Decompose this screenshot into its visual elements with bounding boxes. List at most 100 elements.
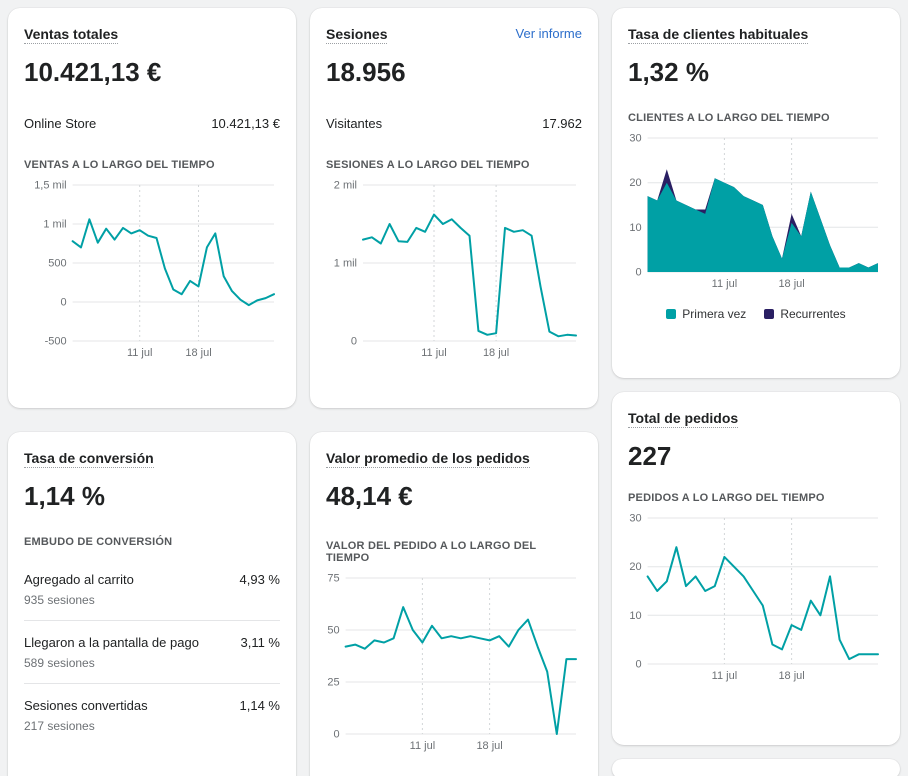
svg-text:18 jul: 18 jul	[778, 278, 804, 290]
conversion-funnel: Agregado al carrito 935 sesiones 4,93 % …	[24, 558, 280, 746]
customers-over-time-chart: 0 10 20 30 11 jul 18 jul	[628, 132, 884, 297]
conversion-rate-value: 1,14 %	[24, 481, 105, 511]
svg-text:10: 10	[629, 222, 641, 234]
sales-over-time-chart: -500 0 500 1 mil 1,5 mil 11 jul 18 jul	[24, 179, 280, 366]
aov-over-time-chart: 0 25 50 75 11 jul 18 jul	[326, 572, 582, 759]
sales-channel-label: Online Store	[24, 116, 97, 131]
column-middle: Sesiones Ver informe 18.956 Visitantes 1…	[310, 8, 598, 776]
total-orders-title-text[interactable]: Total de pedidos	[628, 410, 739, 428]
column-right: Tasa de clientes habituales 1,32 % CLIEN…	[612, 8, 900, 776]
total-orders-value: 227	[628, 441, 672, 471]
legend-item-primera-vez: Primera vez	[666, 307, 746, 321]
aov-title[interactable]: Valor promedio de los pedidos	[326, 448, 530, 468]
returning-rate-value: 1,32 %	[628, 57, 709, 87]
svg-text:11 jul: 11 jul	[712, 278, 737, 290]
conversion-funnel-heading: EMBUDO DE CONVERSIÓN	[24, 536, 173, 548]
sales-channel-row: Online Store 10.421,13 €	[24, 116, 280, 131]
card-returning-customer-rate: Tasa de clientes habituales 1,32 % CLIEN…	[612, 8, 900, 378]
svg-text:75: 75	[327, 573, 339, 585]
svg-text:500: 500	[48, 258, 66, 270]
total-sales-title-text[interactable]: Ventas totales	[24, 26, 119, 44]
legend-item-recurrentes: Recurrentes	[764, 307, 846, 321]
funnel-step-label: Sesiones convertidas	[24, 698, 148, 713]
svg-text:0: 0	[333, 729, 339, 741]
sessions-value: 18.956	[326, 57, 406, 87]
total-orders-title[interactable]: Total de pedidos	[628, 408, 739, 428]
returning-rate-title[interactable]: Tasa de clientes habituales	[628, 24, 809, 44]
sales-chart-heading: VENTAS A LO LARGO DEL TIEMPO	[24, 159, 215, 171]
svg-text:18 jul: 18 jul	[185, 347, 211, 359]
partial-card	[612, 759, 900, 776]
customers-chart-heading: CLIENTES A LO LARGO DEL TIEMPO	[628, 112, 830, 124]
sessions-over-time-chart: 0 1 mil 2 mil 11 jul 18 jul	[326, 179, 582, 366]
svg-text:11 jul: 11 jul	[127, 347, 152, 359]
svg-text:30: 30	[629, 513, 641, 525]
svg-text:0: 0	[635, 267, 641, 279]
svg-text:20: 20	[629, 177, 641, 189]
sessions-chart-heading: SESIONES A LO LARGO DEL TIEMPO	[326, 159, 530, 171]
total-sales-title[interactable]: Ventas totales	[24, 24, 119, 44]
chart-legend: Primera vez Recurrentes	[628, 307, 884, 321]
svg-text:1,5 mil: 1,5 mil	[34, 180, 66, 192]
svg-text:50: 50	[327, 625, 339, 637]
funnel-row-sessions-converted: Sesiones convertidas 217 sesiones 1,14 %	[24, 684, 280, 746]
svg-text:-500: -500	[45, 336, 67, 348]
chart-svg: 0 10 20 30 11 jul 18 jul	[629, 133, 878, 290]
aov-chart-heading: VALOR DEL PEDIDO A LO LARGO DEL TIEMPO	[326, 540, 537, 564]
funnel-step-sessions: 589 sesiones	[24, 656, 95, 670]
card-conversion-rate: Tasa de conversión 1,14 % EMBUDO DE CONV…	[8, 432, 296, 776]
funnel-step-label: Agregado al carrito	[24, 572, 134, 587]
legend-swatch	[666, 309, 677, 319]
funnel-step-sessions: 217 sesiones	[24, 719, 95, 733]
svg-text:0: 0	[60, 297, 66, 309]
orders-chart-heading: PEDIDOS A LO LARGO DEL TIEMPO	[628, 492, 825, 504]
svg-text:0: 0	[635, 659, 641, 671]
funnel-step-pct: 4,93 %	[239, 572, 280, 587]
card-total-sales: Ventas totales 10.421,13 € Online Store …	[8, 8, 296, 408]
funnel-row-added-to-cart: Agregado al carrito 935 sesiones 4,93 %	[24, 558, 280, 621]
card-total-orders: Total de pedidos 227 PEDIDOS A LO LARGO …	[612, 392, 900, 745]
funnel-step-pct: 1,14 %	[239, 698, 280, 713]
svg-text:10: 10	[629, 610, 641, 622]
svg-text:18 jul: 18 jul	[483, 347, 509, 359]
funnel-step-sessions: 935 sesiones	[24, 593, 95, 607]
chart-svg: -500 0 500 1 mil 1,5 mil 11 jul 18 jul	[34, 180, 275, 359]
svg-text:1 mil: 1 mil	[43, 219, 66, 231]
svg-text:11 jul: 11 jul	[712, 670, 737, 682]
svg-text:18 jul: 18 jul	[476, 740, 502, 752]
aov-value: 48,14 €	[326, 481, 413, 511]
sales-channel-value: 10.421,13 €	[211, 116, 280, 131]
svg-text:11 jul: 11 jul	[410, 740, 435, 752]
chart-svg: 0 25 50 75 11 jul 18 jul	[327, 573, 577, 752]
svg-text:1 mil: 1 mil	[334, 258, 357, 270]
svg-text:0: 0	[351, 336, 357, 348]
svg-text:30: 30	[629, 133, 641, 145]
card-sessions: Sesiones Ver informe 18.956 Visitantes 1…	[310, 8, 598, 408]
total-sales-value: 10.421,13 €	[24, 57, 162, 87]
funnel-step-label: Llegaron a la pantalla de pago	[24, 635, 199, 650]
funnel-row-reached-checkout: Llegaron a la pantalla de pago 589 sesio…	[24, 621, 280, 684]
column-left: Ventas totales 10.421,13 € Online Store …	[8, 8, 296, 776]
sessions-title[interactable]: Sesiones	[326, 24, 388, 44]
card-average-order-value: Valor promedio de los pedidos 48,14 € VA…	[310, 432, 598, 776]
chart-svg: 0 1 mil 2 mil 11 jul 18 jul	[334, 180, 577, 359]
visitors-label: Visitantes	[326, 116, 383, 131]
conversion-rate-title[interactable]: Tasa de conversión	[24, 448, 154, 468]
svg-text:20: 20	[629, 561, 641, 573]
legend-swatch	[764, 309, 775, 319]
visitors-row: Visitantes 17.962	[326, 116, 582, 131]
visitors-value: 17.962	[542, 116, 582, 131]
svg-text:2 mil: 2 mil	[334, 180, 357, 192]
returning-rate-title-text[interactable]: Tasa de clientes habituales	[628, 26, 809, 44]
aov-title-text[interactable]: Valor promedio de los pedidos	[326, 450, 530, 468]
svg-text:25: 25	[327, 677, 339, 689]
chart-svg: 0 10 20 30 11 jul 18 jul	[629, 513, 879, 682]
sessions-title-text[interactable]: Sesiones	[326, 26, 388, 44]
conversion-rate-title-text[interactable]: Tasa de conversión	[24, 450, 154, 468]
svg-text:11 jul: 11 jul	[421, 347, 446, 359]
orders-over-time-chart: 0 10 20 30 11 jul 18 jul	[628, 512, 884, 689]
view-report-link[interactable]: Ver informe	[515, 26, 582, 41]
svg-text:18 jul: 18 jul	[778, 670, 804, 682]
funnel-step-pct: 3,11 %	[240, 635, 280, 650]
